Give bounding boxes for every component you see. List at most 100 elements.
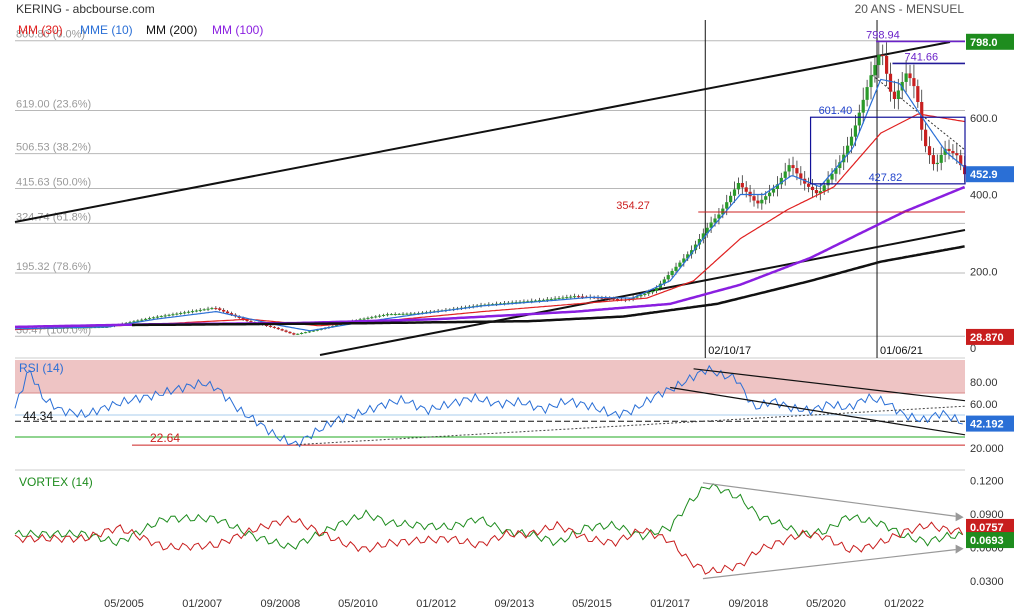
candle-body — [506, 302, 510, 304]
candle-body — [190, 311, 195, 313]
candle-body — [752, 196, 756, 201]
x-axis-label-0: 05/2005 — [104, 598, 144, 610]
candle-body — [721, 208, 725, 215]
candle-body — [140, 319, 144, 321]
chart-title: KERING - abcbourse.com — [16, 2, 155, 16]
candle-body — [791, 165, 795, 169]
support-label: 354.27 — [616, 200, 650, 212]
x-axis-label-10: 01/2022 — [884, 598, 924, 610]
candle-body — [537, 300, 542, 302]
candle-body — [916, 86, 920, 102]
legend-mm30[interactable]: MM (30) — [18, 23, 63, 37]
candle-body — [654, 287, 659, 291]
candle-body — [651, 290, 655, 293]
candle-body — [799, 173, 803, 179]
rsi-tick-1: 60.00 — [970, 399, 998, 411]
candle-body — [409, 313, 413, 315]
candle-body — [284, 330, 288, 332]
vortex-tick-3: 0.0300 — [970, 576, 1004, 588]
candle-body — [639, 294, 643, 297]
candle-body — [280, 329, 284, 331]
candle-body — [670, 270, 674, 276]
legend-mm100[interactable]: MM (100) — [212, 23, 263, 37]
candle-body — [315, 329, 319, 331]
candle-body — [530, 300, 534, 302]
ma-line-1 — [15, 78, 965, 332]
candle-body — [896, 90, 900, 100]
candle-body — [775, 184, 780, 189]
fib-label-3: 415.63 (50.0%) — [16, 177, 91, 189]
fib-label-4: 324.74 (61.8%) — [16, 211, 91, 223]
candle-body — [370, 317, 374, 319]
rsi-panel-label: RSI (14) — [19, 361, 64, 375]
candle-body — [877, 54, 881, 66]
candle-body — [682, 258, 686, 263]
box-top-label: 601.40 — [819, 105, 853, 117]
candle-body — [179, 312, 183, 314]
candle-body — [167, 314, 171, 316]
candle-body — [779, 177, 783, 185]
candle-body — [725, 202, 729, 209]
rsi-trend-upper — [693, 368, 966, 402]
rsi-tag-bg — [966, 415, 1014, 432]
candle-body — [935, 162, 939, 165]
vortex-trend-upper — [702, 482, 956, 517]
fib-label-1: 619.00 (23.6%) — [16, 98, 91, 110]
candle-body — [229, 313, 234, 315]
candle-body — [732, 189, 737, 196]
candle-body — [729, 195, 733, 203]
candle-body — [608, 298, 612, 300]
vortex-tag-bg-0 — [966, 518, 1014, 535]
candle-body — [311, 330, 315, 332]
candle-body — [764, 196, 768, 200]
candle-body — [194, 310, 198, 312]
candle-body — [276, 327, 280, 330]
legend-mm200[interactable]: MM (200) — [146, 23, 197, 37]
candle-body — [183, 312, 187, 314]
candle-body — [198, 309, 202, 311]
candle-body — [292, 333, 296, 335]
x-axis-label-8: 09/2018 — [728, 598, 768, 610]
x-axis-label-3: 05/2010 — [338, 598, 378, 610]
vortex-line-minus — [14, 515, 964, 575]
candle-body — [760, 199, 764, 204]
rsi-tick-0: 80.00 — [970, 377, 998, 389]
candle-body — [241, 317, 245, 320]
box-bottom-label: 427.82 — [869, 172, 903, 184]
price-tag-bg-0 — [966, 33, 1014, 50]
candle-body — [565, 297, 569, 299]
rsi-tag: 42.192 — [970, 419, 1004, 431]
vortex-trend-lower — [702, 549, 956, 580]
candle-body — [210, 308, 214, 310]
vertical-marker-label-2: 01/06/21 — [880, 345, 923, 357]
candle-body — [904, 73, 908, 82]
candle-body — [553, 298, 557, 300]
candle-body — [307, 331, 312, 333]
candle-body — [218, 308, 222, 310]
rsi-annotation-44: 44.34 — [23, 409, 53, 423]
candle-body — [393, 314, 397, 316]
candle-body — [147, 318, 152, 320]
candle-body — [783, 171, 787, 178]
candle-body — [600, 297, 604, 299]
candle-body — [569, 296, 573, 298]
price-tag-1: 452.9 — [970, 169, 998, 181]
candle-body — [826, 179, 830, 186]
candle-body — [397, 313, 401, 315]
price-tick-4: 0 — [970, 343, 976, 355]
candle-body — [647, 292, 651, 294]
candle-body — [335, 324, 339, 326]
candle-body — [881, 54, 885, 56]
candle-body — [674, 266, 678, 271]
ma-line-3 — [132, 245, 965, 327]
candle-body — [857, 112, 861, 126]
candle-body — [701, 233, 705, 239]
price-tick-1: 600.0 — [970, 113, 998, 125]
candle-body — [873, 65, 877, 76]
x-axis-label-5: 09/2013 — [494, 598, 534, 610]
price-tick-2: 400.0 — [970, 190, 998, 202]
candle-body — [717, 214, 721, 219]
legend-mme10[interactable]: MME (10) — [80, 23, 133, 37]
candle-body — [795, 168, 799, 174]
candle-body — [300, 332, 304, 334]
